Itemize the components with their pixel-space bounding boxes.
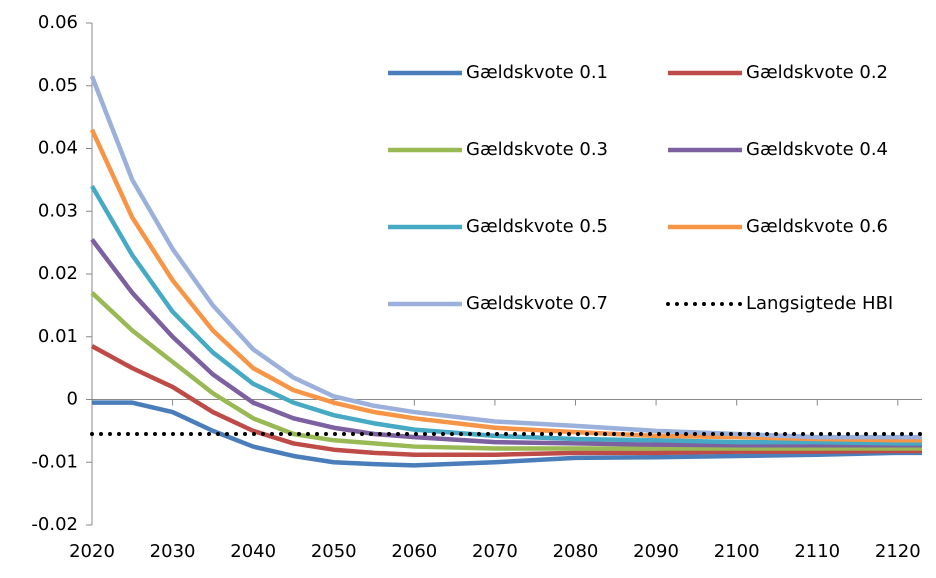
x-tick-label: 2090 xyxy=(633,541,679,562)
y-tick-label: 0.04 xyxy=(38,138,78,159)
x-tick-label: 2080 xyxy=(553,541,599,562)
series-line xyxy=(90,238,922,448)
legend-label: Gældskvote 0.7 xyxy=(466,293,608,314)
x-tick-label: 2060 xyxy=(391,541,437,562)
x-tick-label: 2050 xyxy=(311,541,357,562)
x-tick-label: 2040 xyxy=(230,541,276,562)
y-tick-label: 0.02 xyxy=(38,263,78,284)
legend-label: Gældskvote 0.6 xyxy=(746,216,888,237)
y-tick-label: -0.01 xyxy=(31,451,78,472)
x-tick-label: 2070 xyxy=(472,541,518,562)
y-tick-label: 0.06 xyxy=(38,12,78,33)
x-tick-label: 2120 xyxy=(875,541,921,562)
legend-label: Gældskvote 0.5 xyxy=(466,216,608,237)
y-tick-label: 0 xyxy=(67,389,78,410)
legend-label: Gældskvote 0.2 xyxy=(746,62,888,83)
series-line xyxy=(89,128,922,443)
series-line xyxy=(90,344,922,457)
series-line xyxy=(90,185,922,446)
y-tick-label: -0.02 xyxy=(31,514,78,535)
legend-label: Gældskvote 0.4 xyxy=(746,139,888,160)
y-tick-label: 0.03 xyxy=(38,200,78,221)
x-tick-label: 2100 xyxy=(714,541,760,562)
x-tick-label: 2110 xyxy=(794,541,840,562)
series-line xyxy=(92,400,922,468)
x-tick-label: 2030 xyxy=(150,541,196,562)
series-line xyxy=(90,291,922,451)
series-line xyxy=(89,75,922,440)
y-tick-label: 0.05 xyxy=(38,75,78,96)
legend-label: Gældskvote 0.3 xyxy=(466,139,608,160)
legend-label: Langsigtede HBI xyxy=(746,293,893,314)
legend-label: Gældskvote 0.1 xyxy=(466,62,608,83)
x-tick-label: 2020 xyxy=(69,541,115,562)
y-tick-label: 0.01 xyxy=(38,326,78,347)
